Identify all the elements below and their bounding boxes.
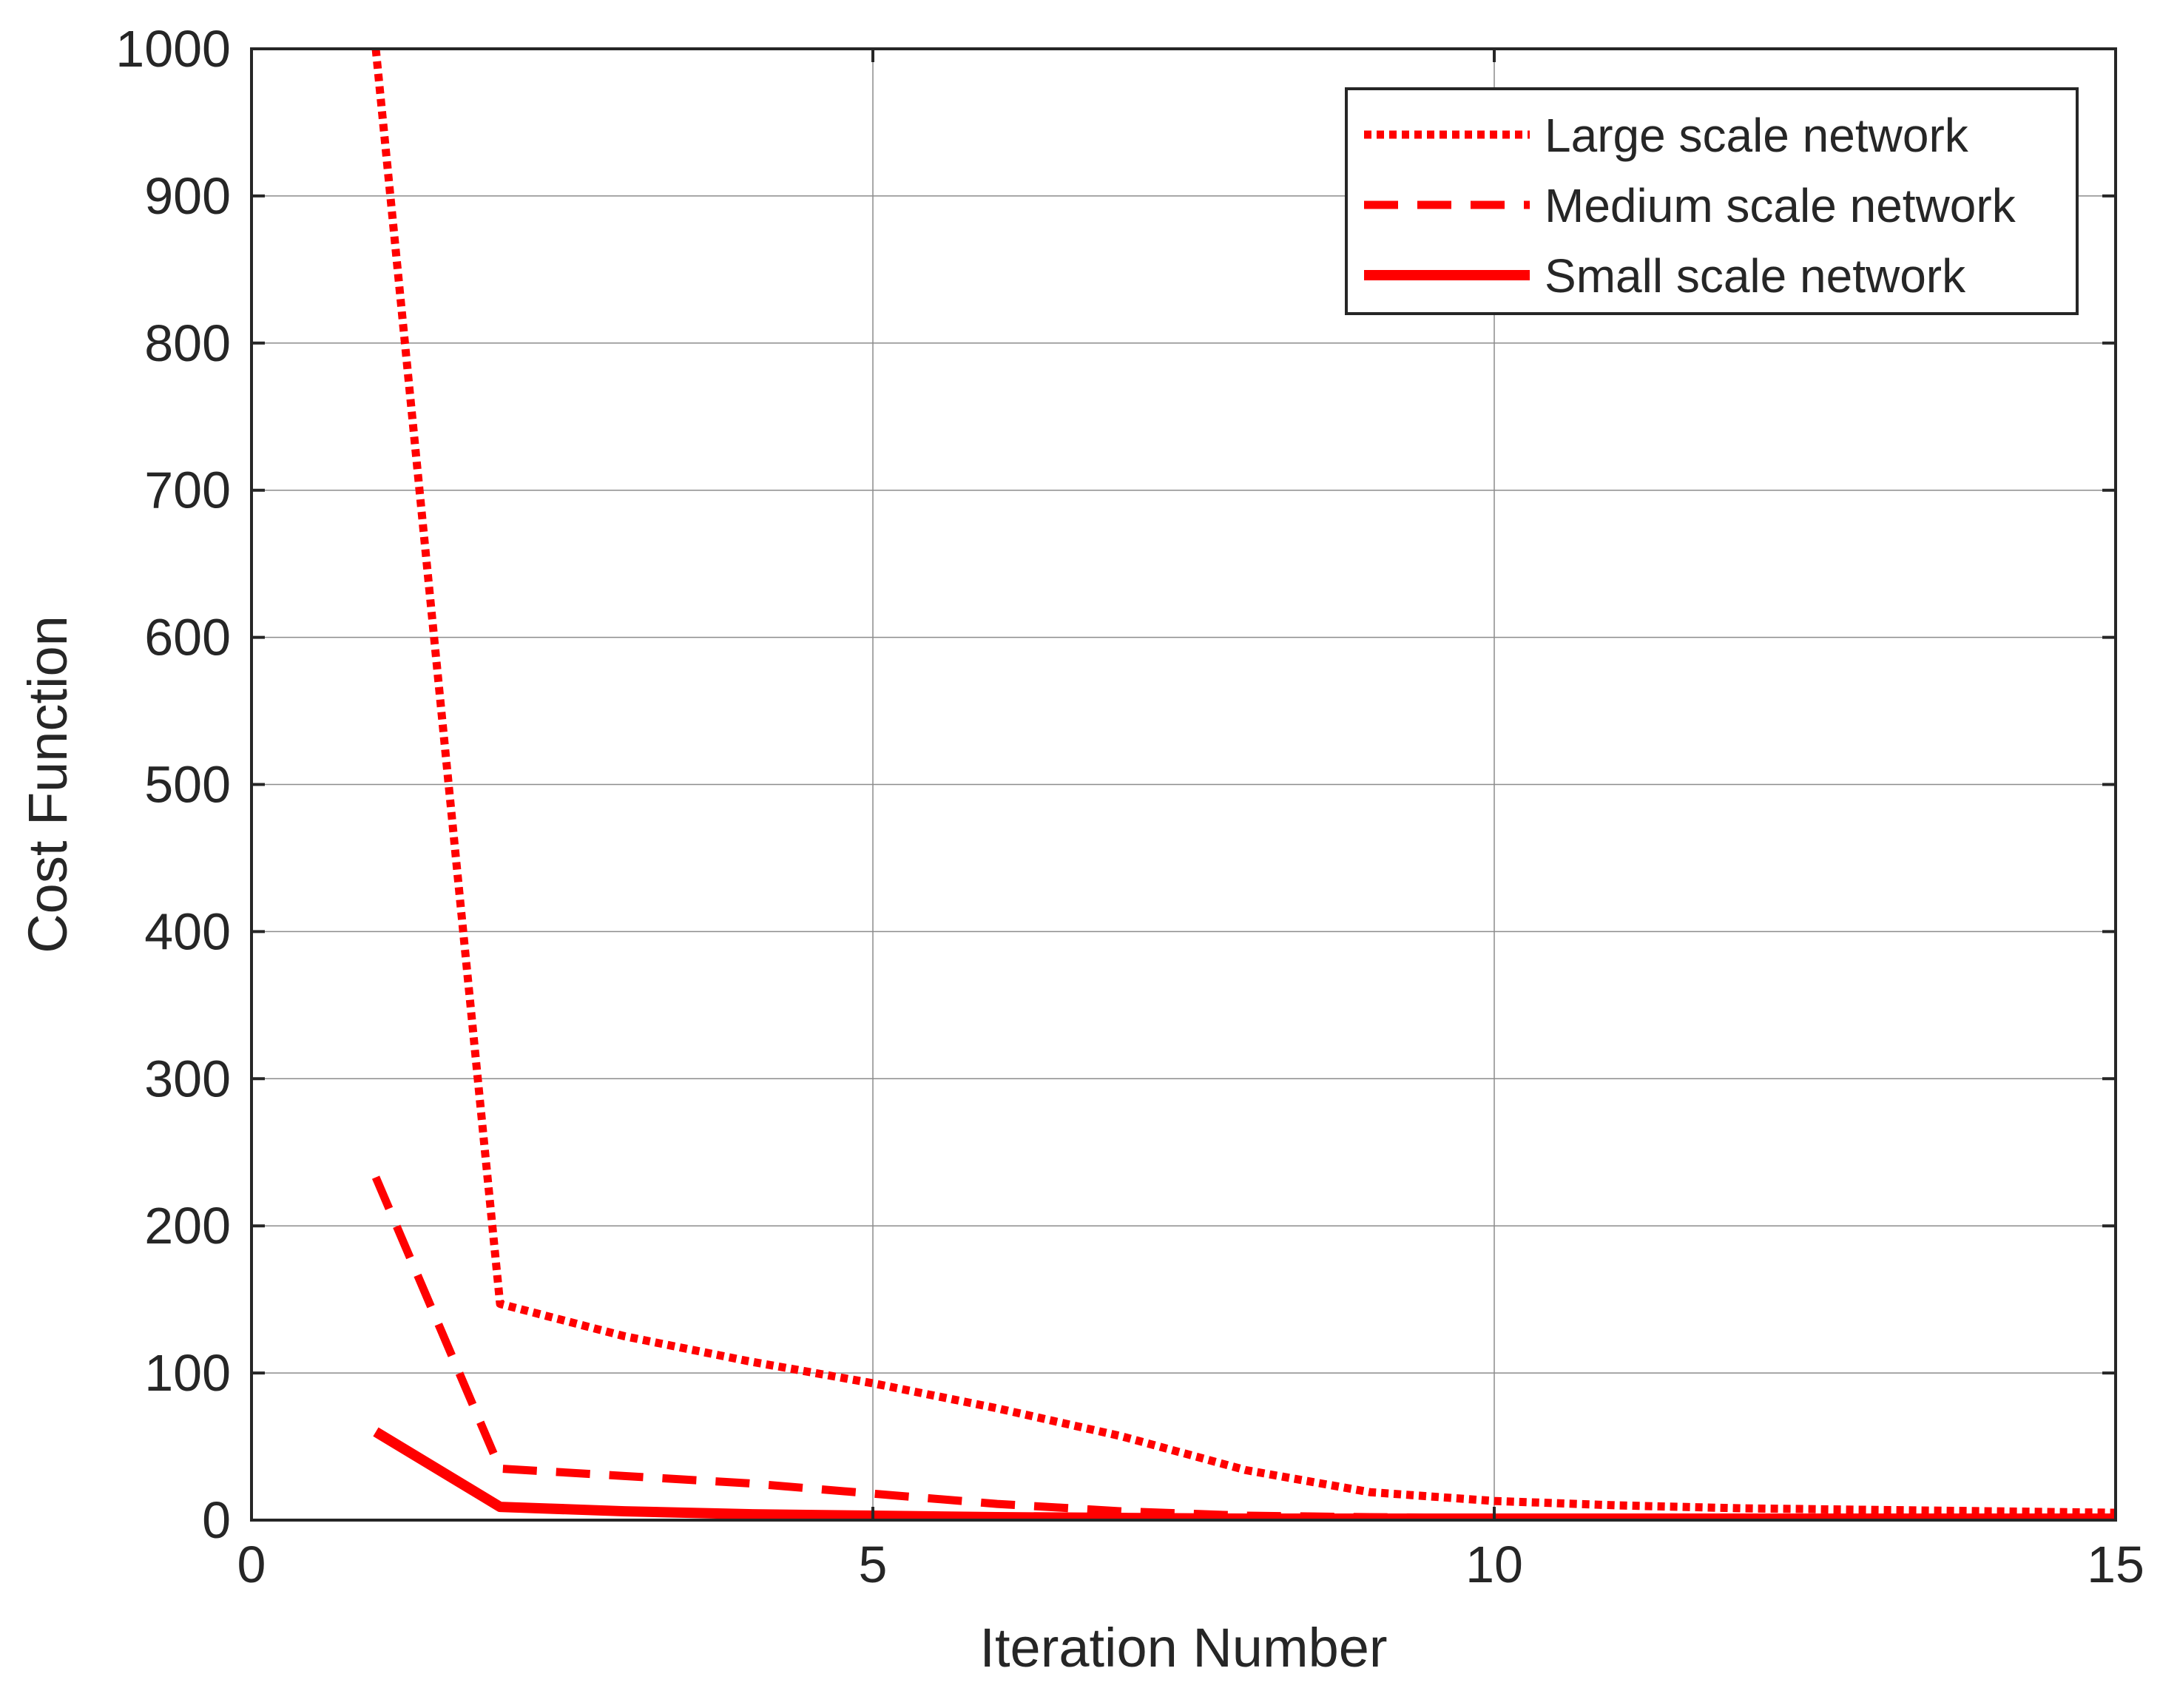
- y-tick-label: 400: [144, 902, 231, 960]
- legend-label: Medium scale network: [1545, 179, 2016, 232]
- y-tick-label: 500: [144, 756, 231, 814]
- y-tick-label: 200: [144, 1197, 231, 1255]
- legend: Large scale network Medium scale network S…: [1346, 89, 2077, 314]
- y-tick-label: 800: [144, 314, 231, 372]
- legend-label: Large scale network: [1545, 109, 1969, 162]
- x-tick-label: 0: [237, 1536, 266, 1593]
- x-tick-label: 10: [1465, 1536, 1523, 1593]
- legend-label: Small scale network: [1545, 249, 1966, 303]
- x-tick-label: 15: [2087, 1536, 2144, 1593]
- y-tick-label: 1000: [115, 20, 231, 78]
- y-tick-label: 300: [144, 1050, 231, 1107]
- y-tick-label: 100: [144, 1344, 231, 1402]
- y-tick-label: 700: [144, 462, 231, 519]
- x-axis-title: Iteration Number: [979, 1617, 1387, 1678]
- x-tick-label: 5: [859, 1536, 888, 1593]
- y-tick-label: 0: [202, 1491, 231, 1549]
- y-tick-label: 600: [144, 609, 231, 666]
- y-axis-title: Cost Function: [17, 615, 78, 953]
- y-tick-label: 900: [144, 167, 231, 225]
